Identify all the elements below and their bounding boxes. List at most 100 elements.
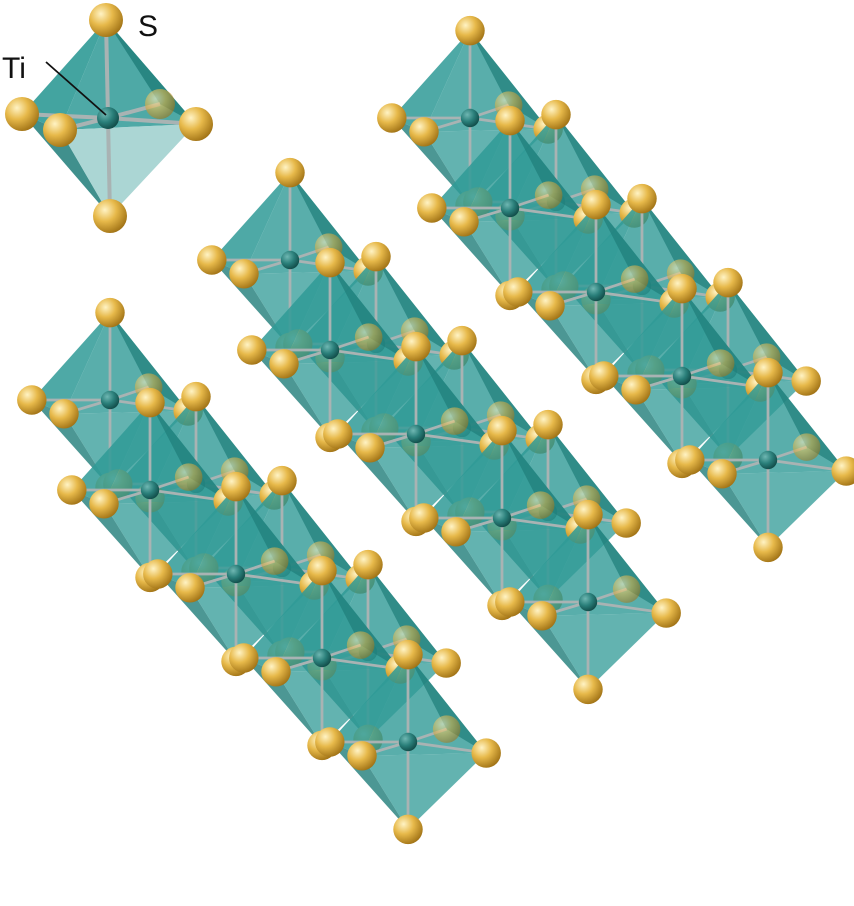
sulfur-atom bbox=[393, 639, 423, 670]
sulfur-atom bbox=[275, 157, 305, 188]
sulfur-atom bbox=[49, 399, 79, 429]
sulfur-atom bbox=[174, 463, 203, 491]
octahedron bbox=[589, 273, 775, 479]
octahedra-layer-right bbox=[377, 15, 854, 563]
sulfur-atom bbox=[706, 349, 735, 377]
sulfur-atom bbox=[229, 643, 259, 673]
sulfur-atom bbox=[346, 631, 375, 659]
sulfur-atom bbox=[347, 741, 377, 771]
titanium-atom bbox=[140, 480, 160, 500]
titanium-atom bbox=[100, 390, 120, 410]
titanium-atom bbox=[460, 108, 480, 128]
sulfur-atom bbox=[417, 193, 447, 223]
octahedron bbox=[417, 105, 603, 311]
titanium-atom bbox=[586, 282, 606, 302]
sulfur-atom bbox=[441, 517, 471, 547]
sulfur-atom bbox=[487, 415, 517, 446]
sulfur-atom bbox=[89, 489, 119, 519]
sulfur-atom bbox=[307, 555, 337, 586]
sulfur-atom bbox=[541, 99, 571, 130]
sulfur-atom bbox=[221, 471, 251, 502]
octahedra-layer-middle bbox=[197, 157, 681, 705]
sulfur-atom bbox=[611, 508, 641, 538]
sulfur-label: S bbox=[138, 10, 158, 43]
titanium-atom bbox=[398, 732, 418, 752]
sulfur-atom bbox=[831, 456, 854, 486]
sulfur-atom bbox=[449, 207, 479, 237]
sulfur-atom bbox=[355, 433, 385, 463]
sulfur-atom bbox=[409, 503, 439, 533]
sulfur-atom bbox=[432, 715, 461, 743]
sulfur-atom bbox=[409, 117, 439, 147]
sulfur-atom bbox=[393, 814, 423, 845]
titanium-atom bbox=[226, 564, 246, 584]
sulfur-atom bbox=[323, 419, 353, 449]
titanium-atom bbox=[492, 508, 512, 528]
sulfur-atom bbox=[431, 648, 461, 678]
sulfur-atom bbox=[713, 267, 743, 298]
sulfur-atom bbox=[353, 549, 383, 580]
octahedron bbox=[503, 189, 689, 395]
sulfur-atom bbox=[5, 97, 39, 131]
sulfur-atom bbox=[315, 727, 345, 757]
sulfur-atom bbox=[471, 738, 501, 768]
sulfur-atom bbox=[651, 598, 681, 628]
sulfur-atom bbox=[753, 357, 783, 388]
sulfur-atom bbox=[534, 181, 563, 209]
sulfur-atom bbox=[627, 183, 657, 214]
sulfur-atom bbox=[135, 387, 165, 418]
sulfur-atom bbox=[589, 361, 619, 391]
sulfur-atom bbox=[89, 3, 123, 37]
sulfur-atom bbox=[621, 375, 651, 405]
ti-leader-line bbox=[45, 61, 107, 116]
sulfur-atom bbox=[145, 89, 175, 119]
titanium-atom bbox=[320, 340, 340, 360]
sulfur-atom bbox=[791, 366, 821, 396]
sulfur-atom bbox=[181, 381, 211, 412]
sulfur-atom bbox=[261, 657, 291, 687]
titanium-atom bbox=[280, 250, 300, 270]
sulfur-atom bbox=[93, 199, 127, 233]
sulfur-atom bbox=[197, 245, 227, 275]
sulfur-atom bbox=[269, 349, 299, 379]
sulfur-atom bbox=[179, 107, 213, 141]
sulfur-atom bbox=[495, 105, 525, 136]
sulfur-atom bbox=[95, 297, 125, 328]
sulfur-atom bbox=[354, 323, 383, 351]
octahedra-layer-left bbox=[17, 297, 501, 845]
titanium-atom bbox=[758, 450, 778, 470]
sulfur-atom bbox=[361, 241, 391, 272]
titanium-atom bbox=[406, 424, 426, 444]
sulfur-atom bbox=[267, 465, 297, 496]
sulfur-atom bbox=[573, 499, 603, 530]
sulfur-atom bbox=[526, 491, 555, 519]
octahedron bbox=[229, 555, 415, 761]
titanium-atom bbox=[578, 592, 598, 612]
sulfur-atom bbox=[667, 273, 697, 304]
sulfur-atom bbox=[401, 331, 431, 362]
sulfur-atom bbox=[447, 325, 477, 356]
sulfur-atom bbox=[753, 532, 783, 563]
sulfur-atom bbox=[612, 575, 641, 603]
sulfur-atom bbox=[237, 335, 267, 365]
sulfur-atom bbox=[455, 15, 485, 46]
sulfur-atom bbox=[533, 409, 563, 440]
sulfur-atom bbox=[57, 475, 87, 505]
sulfur-atom bbox=[260, 547, 289, 575]
sulfur-atom bbox=[535, 291, 565, 321]
titanium-label: Ti bbox=[2, 52, 26, 85]
sulfur-atom bbox=[573, 674, 603, 705]
sulfur-atom bbox=[315, 247, 345, 278]
octahedron bbox=[675, 357, 854, 563]
sulfur-atom bbox=[377, 103, 407, 133]
sulfur-atom bbox=[43, 113, 77, 147]
sulfur-atom bbox=[707, 459, 737, 489]
sulfur-atom bbox=[17, 385, 47, 415]
sulfur-atom bbox=[503, 277, 533, 307]
sulfur-atom bbox=[581, 189, 611, 220]
titanium-atom bbox=[312, 648, 332, 668]
single-octahedron bbox=[5, 3, 213, 233]
sulfur-atom bbox=[675, 445, 705, 475]
titanium-atom bbox=[672, 366, 692, 386]
